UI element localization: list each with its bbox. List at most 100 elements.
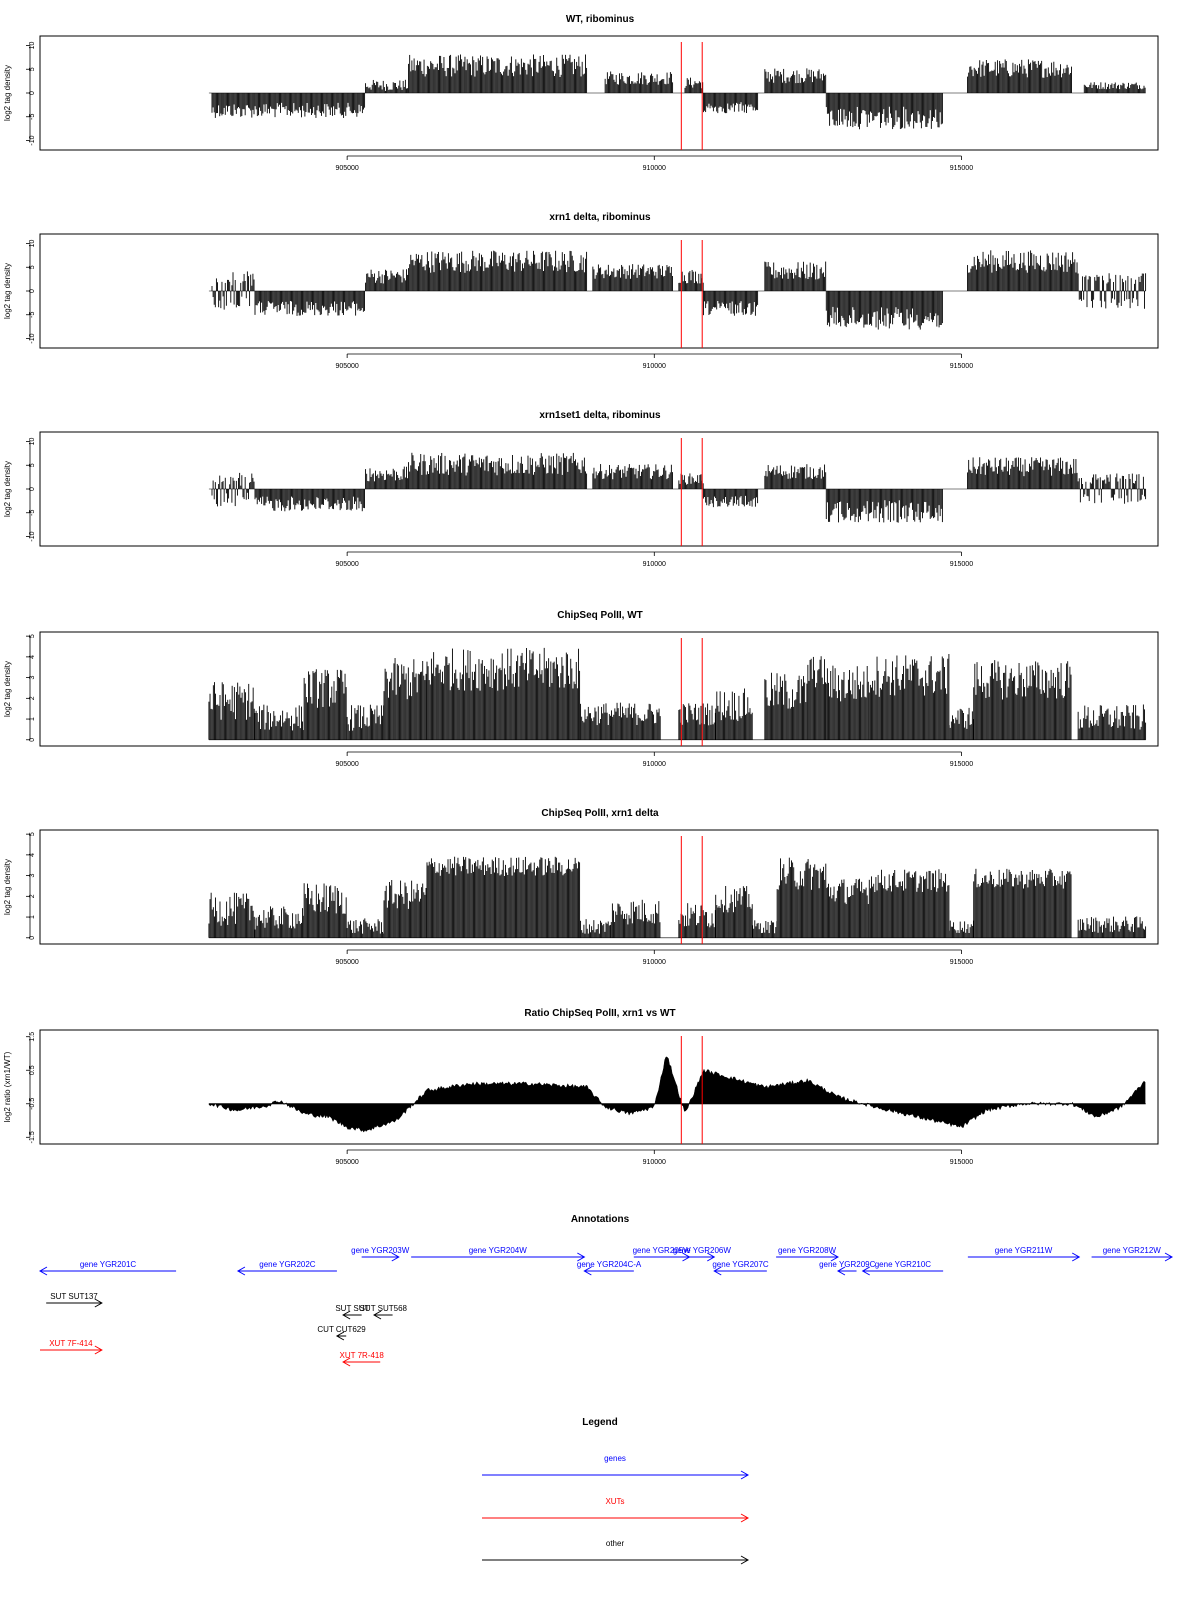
- y-tick-label: 10: [29, 438, 36, 446]
- legend-panel: Legend genes XUTs other: [482, 1417, 750, 1565]
- arrow-head-icon: [740, 1513, 750, 1523]
- x-tick-label: 910000: [643, 1159, 666, 1166]
- arrow-head-icon: [740, 1470, 750, 1480]
- annotation-feature: gene YGR207C: [712, 1260, 769, 1276]
- annotation-feature: gene YGR202C: [236, 1260, 337, 1276]
- legend-item: XUTs: [482, 1497, 750, 1523]
- y-axis-label: log2 tag density: [3, 65, 12, 121]
- y-tick-label: -1.5: [29, 1131, 36, 1143]
- y-tick-label: 1: [29, 915, 36, 919]
- chart-title: xrn1set1 delta, ribominus: [539, 410, 661, 421]
- y-tick-label: -5: [29, 114, 36, 120]
- y-tick-label: 10: [29, 42, 36, 50]
- arrow-head-icon: [94, 1298, 103, 1308]
- annotations-title: Annotations: [571, 1214, 630, 1225]
- feature-label: gene YGR210C: [875, 1260, 932, 1269]
- chart-title: ChipSeq PolII, xrn1 delta: [541, 808, 659, 819]
- chart-panel-5: ChipSeq PolII, xrn1 delta log2 tag densit…: [3, 808, 1159, 966]
- annotation-feature: gene YGR201C: [38, 1260, 177, 1276]
- annotation-feature: SUT SUT: [335, 1304, 370, 1320]
- x-tick-label: 910000: [643, 959, 666, 966]
- y-tick-label: 0: [29, 91, 36, 95]
- legend-title: Legend: [582, 1417, 618, 1428]
- annotation-feature: XUT 7F-414: [40, 1339, 103, 1355]
- feature-label: SUT SUT: [335, 1304, 369, 1313]
- x-tick-label: 905000: [335, 761, 358, 768]
- annotation-feature: gene YGR204C-A: [577, 1260, 642, 1276]
- arrow-head-icon: [740, 1555, 750, 1565]
- annotation-feature: SUT SUT137: [46, 1292, 103, 1308]
- y-tick-label: 5: [29, 634, 36, 638]
- y-tick-label: 0: [29, 289, 36, 293]
- arrow-head-icon: [1071, 1252, 1081, 1262]
- y-tick-label: 0.5: [29, 1065, 36, 1075]
- ratio-area: [208, 1056, 1146, 1133]
- annotations-panel: Annotations gene YGR201C gene YGR202C gene …: [38, 1214, 1174, 1367]
- annotation-feature: gene YGR204W: [411, 1246, 586, 1262]
- x-tick-label: 905000: [335, 1159, 358, 1166]
- y-axis-label: log2 tag density: [3, 661, 12, 717]
- feature-label: gene YGR203W: [351, 1246, 410, 1255]
- arrow-head-icon: [342, 1357, 351, 1367]
- arrow-head-icon: [830, 1252, 839, 1262]
- feature-label: CUT CUT629: [317, 1325, 366, 1334]
- y-tick-label: -5: [29, 312, 36, 318]
- data-bars: [211, 54, 1146, 130]
- legend-item: other: [482, 1539, 750, 1565]
- y-tick-label: 5: [29, 832, 36, 836]
- legend-label: genes: [604, 1454, 626, 1463]
- annotation-feature: SUT SUT568: [360, 1304, 408, 1320]
- feature-label: gene YGR205W: [633, 1246, 692, 1255]
- chart-title: xrn1 delta, ribominus: [549, 212, 651, 223]
- chart-title: WT, ribominus: [566, 14, 635, 25]
- feature-label: SUT SUT568: [360, 1304, 408, 1313]
- arrow-head-icon: [583, 1266, 592, 1276]
- feature-label: SUT SUT137: [50, 1292, 98, 1301]
- x-tick-label: 915000: [950, 363, 973, 370]
- data-bars: [208, 647, 1147, 740]
- x-tick-label: 910000: [643, 165, 666, 172]
- data-bars: [208, 856, 1147, 938]
- chart-panel-1: WT, ribominus log2 tag density -10 -5 0 5 10 90…: [3, 14, 1159, 172]
- x-tick-label: 905000: [335, 363, 358, 370]
- plot-frame: [39, 829, 1159, 945]
- legend-item: genes: [482, 1454, 750, 1480]
- y-tick-label: 5: [29, 265, 36, 269]
- annotation-feature: gene YGR206W: [673, 1246, 731, 1262]
- feature-label: gene YGR211W: [995, 1246, 1053, 1255]
- y-tick-label: 4: [29, 655, 36, 659]
- y-tick-label: 1: [29, 717, 36, 721]
- chart-panel-6: Ratio ChipSeq PolII, xrn1 vs WT log2 rati…: [3, 1008, 1159, 1166]
- y-tick-label: -10: [29, 135, 36, 145]
- arrow-head-icon: [707, 1252, 716, 1262]
- y-tick-label: -5: [29, 510, 36, 516]
- y-tick-label: 1.5: [29, 1032, 36, 1042]
- y-tick-label: 4: [29, 853, 36, 857]
- feature-label: gene YGR201C: [80, 1260, 137, 1269]
- feature-label: gene YGR204C-A: [577, 1260, 642, 1269]
- arrow-head-icon: [342, 1310, 351, 1320]
- chart-panel-2: xrn1 delta, ribominus log2 tag density -10…: [3, 212, 1159, 370]
- feature-label: gene YGR209C: [819, 1260, 876, 1269]
- feature-label: gene YGR204W: [469, 1246, 528, 1255]
- x-tick-label: 905000: [335, 959, 358, 966]
- feature-label: XUT 7F-414: [49, 1339, 93, 1348]
- y-tick-label: 0: [29, 936, 36, 940]
- x-tick-label: 910000: [643, 561, 666, 568]
- x-tick-label: 915000: [950, 1159, 973, 1166]
- x-tick-label: 915000: [950, 959, 973, 966]
- plot-frame: [39, 233, 1159, 349]
- y-tick-label: 3: [29, 676, 36, 680]
- arrow-head-icon: [236, 1266, 246, 1276]
- feature-label: gene YGR208W: [778, 1246, 837, 1255]
- x-tick-label: 915000: [950, 761, 973, 768]
- annotation-feature: gene YGR211W: [967, 1246, 1081, 1262]
- annotation-feature: XUT 7R-418: [339, 1351, 384, 1367]
- plot-frame: [39, 431, 1159, 547]
- arrow-head-icon: [391, 1252, 400, 1262]
- y-axis-label: log2 tag density: [3, 263, 12, 319]
- x-tick-label: 905000: [335, 561, 358, 568]
- x-tick-label: 915000: [950, 561, 973, 568]
- chart-panel-3: xrn1set1 delta, ribominus log2 tag densit…: [3, 410, 1159, 568]
